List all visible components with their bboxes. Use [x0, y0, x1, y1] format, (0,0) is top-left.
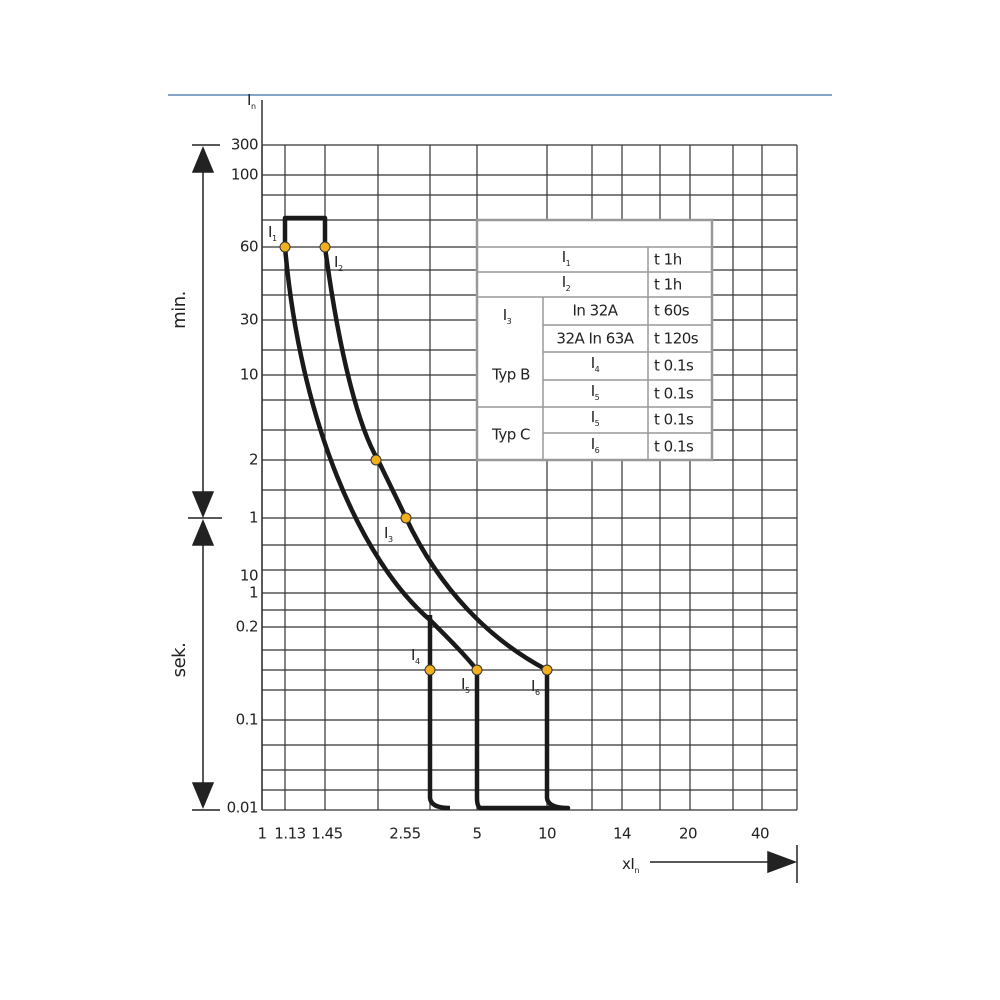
y-tick-label: 2 [249, 451, 258, 469]
text-main: I [562, 248, 566, 266]
y-tick-label: 0.2 [236, 618, 258, 636]
text-main: I [591, 354, 595, 372]
x-tick-label: 1.45 [311, 825, 342, 843]
text-sub: 4 [415, 657, 420, 666]
table-time: t 0.1s [654, 385, 694, 403]
table-label: I1 [562, 248, 571, 268]
dots [279, 241, 553, 676]
curve-label: I4 [411, 646, 420, 666]
text-sub: 3 [388, 535, 393, 544]
x-tick-label: 10 [538, 825, 556, 843]
curve-label: I2 [334, 253, 343, 273]
y-axis-title: In [247, 91, 256, 111]
table-time: t 0.1s [654, 411, 694, 429]
text-main: I [531, 677, 535, 695]
curve-label: I6 [531, 677, 540, 697]
y-tick-label: 1 [249, 584, 258, 602]
text-sub: 5 [465, 686, 470, 695]
text-sub: 1 [566, 259, 571, 268]
table-label: 32A In 63A [556, 330, 634, 348]
text-main: I [591, 382, 595, 400]
table-label: In 32A [572, 302, 618, 320]
y-tick-label: 30 [240, 311, 258, 329]
y-tick-label: 300 [231, 136, 258, 154]
table-time: t 60s [654, 302, 690, 320]
text-main: I [247, 91, 251, 109]
curve-label: I5 [461, 675, 470, 695]
table-label: I5 [591, 408, 600, 428]
x-tick-label: 14 [613, 825, 631, 843]
text-main: I [334, 253, 338, 271]
text-sub: 2 [566, 284, 571, 293]
x-tick-label: 20 [679, 825, 697, 843]
text-main: I [268, 223, 272, 241]
table-time: t 0.1s [654, 357, 694, 375]
x-tick-label: 2.55 [389, 825, 420, 843]
text-sub: 1 [272, 234, 277, 243]
table-label: I4 [591, 354, 600, 374]
min-label: min. [169, 291, 190, 329]
table-group: Typ C [491, 426, 530, 444]
y-tick-label: 10 [240, 366, 258, 384]
text-sub: n [251, 102, 256, 111]
text-main: I [503, 306, 507, 324]
table-time: t 1h [654, 251, 682, 269]
text-main: I [411, 646, 415, 664]
x-tick-label: 1 [257, 825, 266, 843]
text-main: xI [622, 855, 634, 873]
table-group: Typ B [491, 366, 530, 384]
dot [319, 241, 331, 253]
y-tick-label: 60 [240, 238, 258, 256]
y-tick-label: 1 [249, 509, 258, 527]
x-arrow [650, 845, 798, 883]
text-sub: 6 [535, 688, 540, 697]
dot [424, 664, 436, 676]
y-tick-label: 0.01 [227, 799, 258, 817]
text-sub: n [634, 866, 639, 875]
curve-label: I3 [384, 524, 393, 544]
text-sub: 3 [507, 317, 512, 326]
x-tick-label: 40 [751, 825, 769, 843]
sek-label: sek. [169, 643, 190, 678]
curve-label: I1 [268, 223, 277, 243]
x-axis-title: xIn [622, 855, 639, 875]
text-main: I [591, 408, 595, 426]
table [475, 218, 714, 462]
table-group: I3 [503, 306, 512, 326]
y-tick-label: 100 [231, 166, 258, 184]
dot [541, 664, 553, 676]
text-main: I [384, 524, 388, 542]
text-sub: 5 [595, 419, 600, 428]
dot [471, 664, 483, 676]
text-sub: 5 [595, 393, 600, 402]
dot [279, 241, 291, 253]
table-time: t 1h [654, 276, 682, 294]
text-main: I [591, 435, 595, 453]
table-label: I6 [591, 435, 600, 455]
table-time: t 0.1s [654, 438, 694, 456]
x-tick-label: 5 [472, 825, 481, 843]
table-time: t 120s [654, 330, 699, 348]
curves [282, 215, 571, 811]
x-tick-label: 1.13 [274, 825, 305, 843]
dot [400, 512, 412, 524]
y-tick-label: 0.1 [236, 711, 258, 729]
text-main: I [461, 675, 465, 693]
table-label: I5 [591, 382, 600, 402]
dot [370, 454, 382, 466]
text-main: I [562, 273, 566, 291]
text-sub: 2 [338, 264, 343, 273]
text-sub: 4 [595, 365, 600, 374]
range-arrows [188, 144, 222, 811]
text-sub: 6 [595, 446, 600, 455]
y-tick-label: 10 [240, 567, 258, 585]
table-label: I2 [562, 273, 571, 293]
